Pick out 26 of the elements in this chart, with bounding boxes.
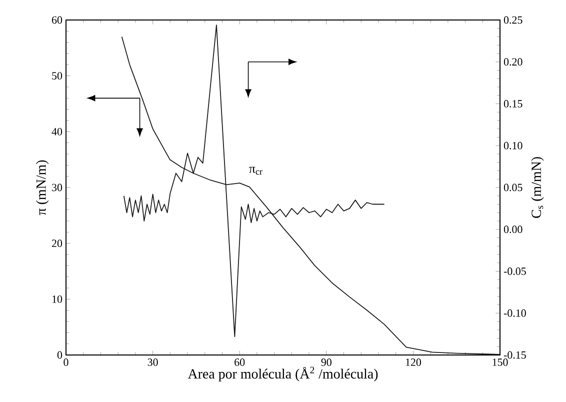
- x-tick-label: 30: [148, 358, 158, 366]
- y-tick-label: 50: [52, 72, 62, 80]
- y2-tick-label: -0.15: [504, 351, 526, 359]
- y2-tick-label: -0.10: [504, 309, 526, 317]
- y2-tick-label: 0.00: [504, 226, 522, 234]
- x-axis-title: Area por molécula (Å$^{2}$ /molécula): [188, 366, 378, 382]
- x-tick-label: 60: [234, 358, 245, 366]
- y2-tick-label: 0.20: [504, 58, 522, 66]
- y-tick-label: 10: [52, 295, 62, 303]
- y-axis-title: π (mN/m): [36, 160, 49, 216]
- x-tick-label: 0: [64, 358, 68, 366]
- y2-tick-label: 0.25: [504, 16, 522, 24]
- y-tick-label: 60: [52, 16, 62, 24]
- x-tick-label: 120: [406, 358, 422, 366]
- y2-tick-label: 0.05: [504, 184, 522, 192]
- y-tick-label: 40: [52, 128, 62, 136]
- y-tick-label: 0: [57, 351, 62, 359]
- x-tick-label: 150: [492, 358, 508, 366]
- x-tick-label: 90: [321, 358, 332, 366]
- y2-tick-label: 0.10: [504, 142, 522, 150]
- y-tick-label: 20: [52, 240, 62, 248]
- annotation: π$_{cr}$: [249, 166, 262, 175]
- y2-tick-label: 0.15: [504, 100, 522, 108]
- y-tick-label: 30: [52, 184, 62, 192]
- y2-axis-title: C$_{s}$ (m/mN): [531, 157, 544, 218]
- y2-tick-label: -0.05: [504, 268, 526, 275]
